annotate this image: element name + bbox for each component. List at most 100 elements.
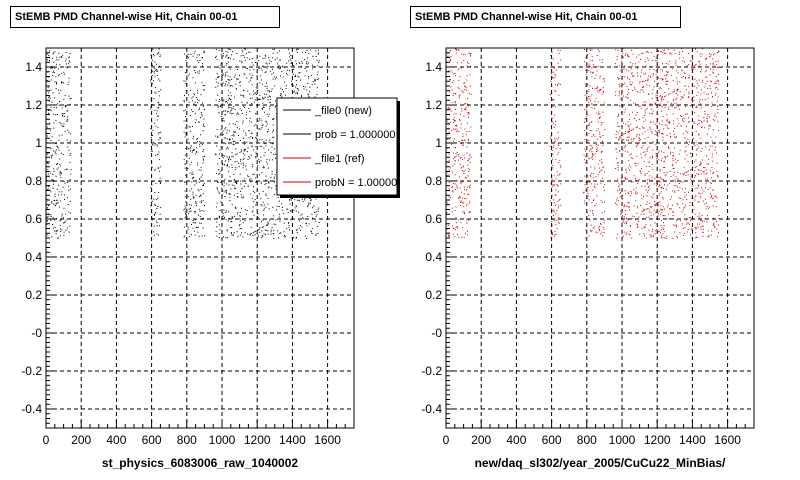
hit-point xyxy=(587,84,589,85)
hit-point xyxy=(636,134,638,136)
hit-point xyxy=(631,157,633,159)
hit-point xyxy=(65,66,67,68)
hit-point xyxy=(700,195,702,197)
legend-entry-label: prob = 1.000000 xyxy=(315,129,395,141)
hit-point xyxy=(229,85,231,87)
hit-point xyxy=(56,163,58,165)
hit-point xyxy=(56,56,58,58)
hit-point xyxy=(450,167,452,169)
hit-point xyxy=(191,126,193,127)
hit-point xyxy=(630,225,631,226)
hit-point xyxy=(649,202,651,204)
hit-point xyxy=(230,101,232,103)
hit-point xyxy=(693,96,695,98)
hit-point xyxy=(462,165,464,167)
hit-point xyxy=(231,216,233,218)
hit-point xyxy=(151,212,153,214)
hit-point xyxy=(557,161,559,163)
hit-point xyxy=(558,94,560,96)
hit-point xyxy=(619,85,621,87)
hit-point xyxy=(249,73,251,75)
hit-point xyxy=(198,208,200,210)
hit-point xyxy=(455,125,457,126)
hit-point xyxy=(225,51,227,53)
hit-point xyxy=(590,149,592,151)
hit-point xyxy=(202,57,203,58)
hit-point xyxy=(202,185,204,187)
hit-point xyxy=(703,171,705,173)
hit-point xyxy=(617,122,619,124)
hit-point xyxy=(253,93,255,95)
hit-point xyxy=(664,167,666,168)
hit-point xyxy=(468,112,470,113)
hit-point xyxy=(689,202,691,204)
hit-point xyxy=(659,69,661,71)
hit-point xyxy=(550,229,552,231)
hit-point xyxy=(459,197,461,198)
hit-point xyxy=(268,181,270,183)
hit-point xyxy=(218,224,220,226)
hit-point xyxy=(452,190,453,192)
hit-point xyxy=(153,198,155,200)
hit-point xyxy=(243,89,245,91)
hit-point xyxy=(597,163,599,165)
hit-point xyxy=(273,180,275,182)
hit-point xyxy=(673,89,675,91)
hit-point xyxy=(291,84,293,86)
hit-point xyxy=(246,117,248,119)
hit-point xyxy=(56,81,57,83)
hit-point xyxy=(197,71,199,73)
hit-point xyxy=(200,94,202,96)
hit-point xyxy=(159,80,161,82)
hit-point xyxy=(450,137,451,139)
hit-point xyxy=(457,234,459,235)
hit-point xyxy=(598,230,600,232)
hit-point xyxy=(553,98,555,100)
hit-point xyxy=(48,215,50,217)
hit-point xyxy=(623,231,625,233)
hit-point xyxy=(625,179,627,181)
hit-point xyxy=(666,71,667,73)
hit-point xyxy=(236,121,238,122)
hit-point xyxy=(58,149,60,151)
hit-point xyxy=(696,144,698,146)
hit-point xyxy=(289,52,291,54)
hit-point xyxy=(159,137,161,139)
hit-point xyxy=(705,182,707,184)
hit-point xyxy=(244,107,246,109)
hit-point xyxy=(623,147,625,149)
hit-point xyxy=(583,121,585,123)
hit-point xyxy=(668,88,670,90)
hit-point xyxy=(620,210,622,212)
hit-point xyxy=(276,76,277,78)
hit-point xyxy=(252,190,254,192)
hit-point xyxy=(712,205,714,207)
hit-point xyxy=(191,161,193,163)
hit-point xyxy=(183,159,185,161)
hit-point xyxy=(160,182,162,184)
hit-point xyxy=(693,68,695,70)
hit-point xyxy=(661,78,663,80)
hit-point xyxy=(248,137,250,139)
hit-point xyxy=(671,196,672,198)
hit-point xyxy=(218,158,220,159)
hit-point xyxy=(717,120,719,122)
hit-point xyxy=(306,57,308,59)
hit-point xyxy=(555,84,557,86)
hit-point xyxy=(662,206,664,208)
y-tick-label: 0.8 xyxy=(25,174,42,188)
hit-point xyxy=(301,198,303,200)
hit-point xyxy=(219,67,221,69)
hit-point xyxy=(185,174,187,176)
hit-point xyxy=(305,62,307,64)
hit-point xyxy=(456,180,458,182)
hit-point xyxy=(69,98,71,100)
hit-point xyxy=(617,166,619,168)
hit-point xyxy=(458,141,460,142)
hit-point xyxy=(595,66,597,67)
hit-point xyxy=(659,86,661,88)
hit-point xyxy=(662,116,664,118)
hit-point xyxy=(625,145,627,147)
hit-point xyxy=(645,79,647,81)
hit-point xyxy=(594,107,596,109)
